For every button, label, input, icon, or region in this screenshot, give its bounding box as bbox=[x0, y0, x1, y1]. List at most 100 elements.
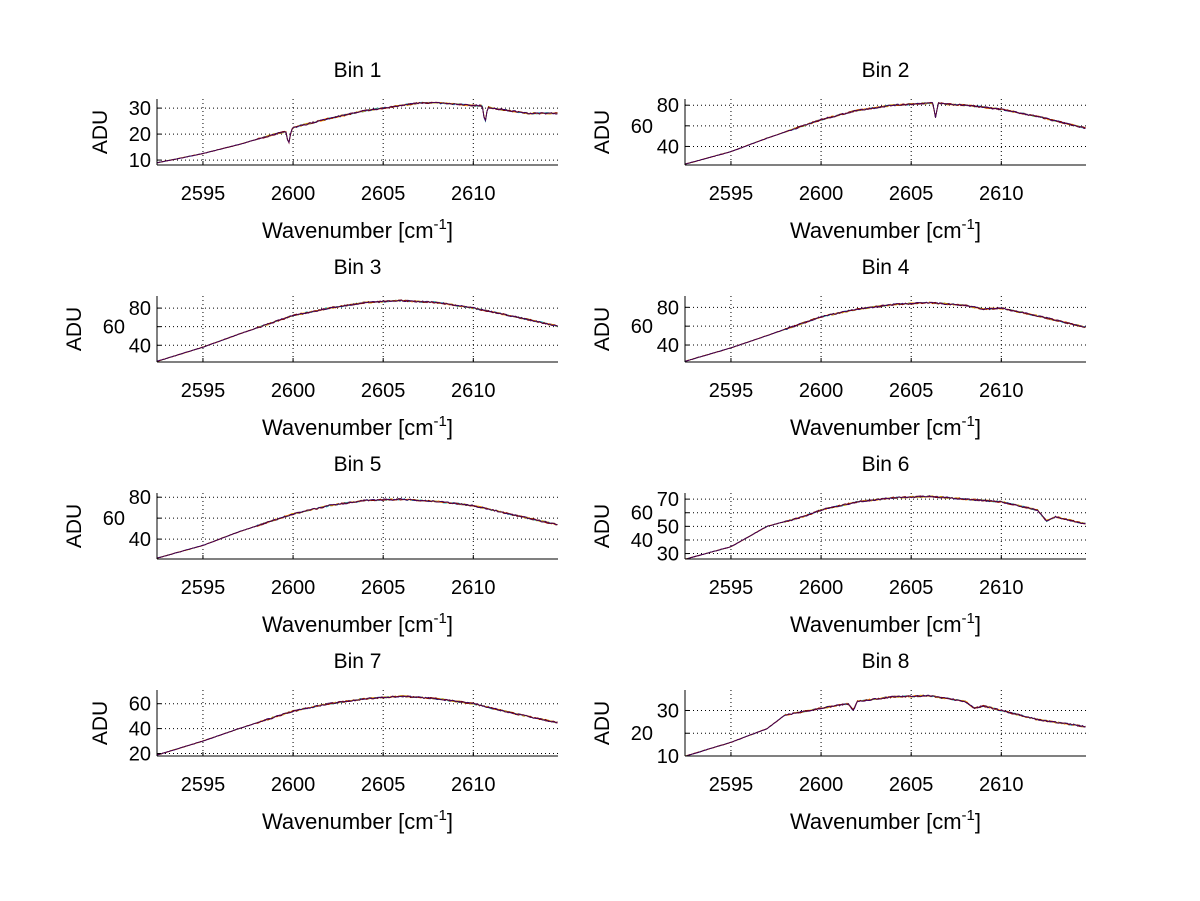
subplot-title: Bin 5 bbox=[334, 453, 382, 476]
y-axis-label: ADU bbox=[591, 701, 614, 745]
x-axis-label-superscript: -1 bbox=[434, 807, 447, 824]
x-axis-label: Wavenumber [cm-1] bbox=[790, 216, 981, 243]
y-tick-label: 40 bbox=[129, 719, 151, 741]
series-line bbox=[156, 695, 558, 756]
series-line bbox=[156, 101, 558, 163]
y-axis-label: ADU bbox=[591, 504, 614, 548]
x-axis-label-end: ] bbox=[447, 415, 453, 440]
x-tick-label: 2610 bbox=[979, 774, 1024, 796]
x-axis-label: Wavenumber [cm-1] bbox=[262, 413, 453, 440]
subplot-title: Bin 1 bbox=[334, 59, 382, 82]
series-line bbox=[156, 695, 558, 755]
x-axis-label: Wavenumber [cm-1] bbox=[790, 610, 981, 637]
x-tick-label: 2605 bbox=[361, 577, 406, 599]
series-line bbox=[684, 495, 1086, 560]
series-line bbox=[684, 495, 1086, 560]
y-tick-label: 10 bbox=[657, 746, 679, 768]
series-line bbox=[684, 694, 1086, 757]
series-line bbox=[156, 101, 558, 164]
x-axis-label-main: Wavenumber [cm bbox=[262, 218, 434, 243]
y-tick-label: 40 bbox=[657, 136, 679, 158]
x-axis-label: Wavenumber [cm-1] bbox=[790, 413, 981, 440]
series-line bbox=[156, 498, 558, 559]
series-line bbox=[684, 694, 1086, 757]
series-line bbox=[684, 101, 1086, 165]
x-axis-label-main: Wavenumber [cm bbox=[790, 218, 962, 243]
series-line bbox=[684, 301, 1086, 362]
y-tick-label: 80 bbox=[657, 297, 679, 319]
x-tick-label: 2605 bbox=[889, 774, 934, 796]
y-tick-label: 30 bbox=[657, 700, 679, 722]
x-tick-label: 2605 bbox=[361, 183, 406, 205]
series-line bbox=[685, 495, 1086, 560]
x-tick-label: 2595 bbox=[709, 380, 754, 402]
y-axis-label: ADU bbox=[591, 307, 614, 351]
series-line bbox=[156, 299, 558, 362]
x-axis-label-end: ] bbox=[975, 415, 981, 440]
subplot-title: Bin 7 bbox=[334, 650, 382, 673]
series-line bbox=[156, 695, 558, 756]
y-tick-label: 80 bbox=[657, 95, 679, 117]
series-line bbox=[684, 102, 1086, 165]
series-line bbox=[156, 498, 558, 559]
x-tick-label: 2605 bbox=[889, 577, 934, 599]
x-tick-label: 2600 bbox=[271, 577, 316, 599]
x-tick-label: 2610 bbox=[979, 577, 1024, 599]
x-tick-label: 2605 bbox=[889, 380, 934, 402]
series-line bbox=[156, 299, 558, 362]
x-axis-label-main: Wavenumber [cm bbox=[262, 809, 434, 834]
x-axis-label-superscript: -1 bbox=[962, 807, 975, 824]
x-tick-label: 2610 bbox=[451, 183, 496, 205]
x-axis-label: Wavenumber [cm-1] bbox=[262, 807, 453, 834]
y-tick-label: 30 bbox=[657, 544, 679, 566]
series-line bbox=[684, 694, 1086, 757]
y-tick-label: 50 bbox=[657, 516, 679, 538]
x-tick-label: 2595 bbox=[181, 183, 226, 205]
x-axis-label-end: ] bbox=[975, 809, 981, 834]
x-tick-label: 2610 bbox=[979, 380, 1024, 402]
y-axis-label: ADU bbox=[89, 701, 112, 745]
series-line bbox=[156, 498, 558, 559]
series-line bbox=[156, 695, 558, 756]
series-line bbox=[684, 495, 1086, 560]
series-line bbox=[684, 301, 1086, 362]
x-tick-label: 2610 bbox=[451, 380, 496, 402]
series-line bbox=[156, 299, 558, 362]
x-tick-label: 2600 bbox=[271, 380, 316, 402]
x-tick-label: 2600 bbox=[271, 183, 316, 205]
y-tick-label: 80 bbox=[129, 487, 151, 509]
x-axis-label-superscript: -1 bbox=[962, 216, 975, 233]
series-line bbox=[684, 101, 1086, 165]
series-line bbox=[156, 101, 558, 164]
subplot-title: Bin 3 bbox=[334, 256, 382, 279]
y-tick-label: 60 bbox=[631, 503, 653, 525]
x-tick-label: 2600 bbox=[799, 183, 844, 205]
series-line bbox=[684, 694, 1086, 757]
y-axis-label: ADU bbox=[591, 110, 614, 154]
y-tick-label: 40 bbox=[631, 530, 653, 552]
series-line bbox=[156, 498, 558, 559]
series-line bbox=[156, 299, 558, 362]
series-line bbox=[685, 495, 1086, 560]
subplot-title: Bin 2 bbox=[862, 59, 910, 82]
x-axis-label-end: ] bbox=[447, 809, 453, 834]
x-axis-label-main: Wavenumber [cm bbox=[790, 612, 962, 637]
x-axis-label: Wavenumber [cm-1] bbox=[790, 807, 981, 834]
y-tick-label: 30 bbox=[129, 98, 151, 120]
y-tick-label: 40 bbox=[129, 335, 151, 357]
x-tick-label: 2610 bbox=[451, 577, 496, 599]
series-line bbox=[156, 695, 558, 756]
x-axis-label-superscript: -1 bbox=[962, 413, 975, 430]
y-axis-label: ADU bbox=[63, 307, 86, 351]
x-tick-label: 2600 bbox=[799, 774, 844, 796]
x-tick-label: 2600 bbox=[271, 774, 316, 796]
subplot-1: Bin 1 2595 2600 2605 2610 10 20 30 ADU Wavenumber… bbox=[89, 59, 558, 243]
x-axis-label-main: Wavenumber [cm bbox=[790, 415, 962, 440]
x-axis-label-superscript: -1 bbox=[434, 216, 447, 233]
subplot-title: Bin 8 bbox=[862, 650, 910, 673]
y-tick-label: 40 bbox=[129, 529, 151, 551]
